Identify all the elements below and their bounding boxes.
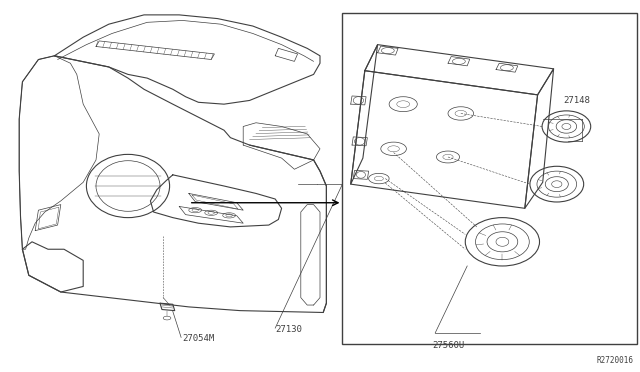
Text: 27560U: 27560U: [432, 341, 464, 350]
Text: 27130: 27130: [275, 325, 302, 334]
Text: R2720016: R2720016: [596, 356, 634, 365]
Bar: [342, 13, 637, 344]
Text: 27148: 27148: [563, 96, 590, 105]
Text: 27054M: 27054M: [182, 334, 214, 343]
